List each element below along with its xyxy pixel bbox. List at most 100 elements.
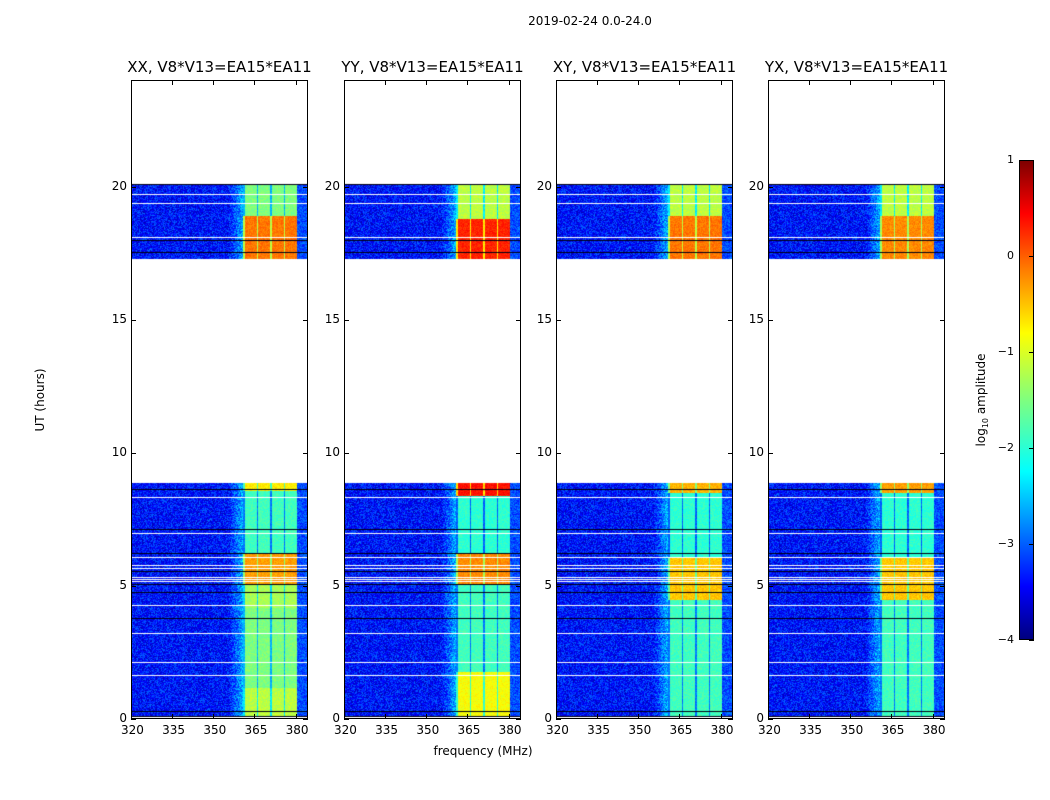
axes-frame [556,80,733,719]
y-tick-mark [768,186,773,188]
spectrogram-heatmap [344,80,521,719]
x-tick-mark [768,714,769,719]
x-tick-mark [385,80,387,85]
colorbar [1019,160,1034,640]
x-tick-label: 350 [628,723,652,737]
x-tick-mark [426,80,428,85]
x-tick-label: 320 [121,723,144,737]
y-tick-label: 10 [111,444,127,459]
y-tick-label: 15 [324,311,340,326]
spectrogram-heatmap [768,80,945,719]
colorbar-tick-label: 0 [1007,249,1014,262]
x-tick-mark [932,80,934,85]
y-tick-mark [940,719,945,720]
x-tick-label: 380 [285,723,309,737]
colorbar-tick-mark [1029,160,1034,161]
y-tick-label: 0 [544,711,552,725]
x-tick-label: 320 [546,723,569,737]
colorbar-tick-mark [1029,448,1034,449]
y-tick-mark [131,452,136,454]
x-tick-label: 350 [416,723,440,737]
x-tick-mark [768,80,769,85]
y-tick-label: 20 [324,178,340,193]
subplot-title: XY, V8*V13=EA15*EA11 [552,58,737,76]
x-tick-mark [597,80,599,85]
y-tick-mark [556,719,561,720]
y-tick-mark [516,452,521,454]
y-tick-mark [728,585,733,587]
y-tick-label: 0 [332,711,340,725]
x-tick-mark [809,80,811,85]
y-tick-label: 15 [748,311,764,326]
figure-title: 2019-02-24 0.0-24.0 [528,14,652,28]
x-tick-mark [556,80,557,85]
y-tick-mark [131,186,136,188]
y-tick-label: 10 [324,444,340,459]
axes-frame [131,80,308,719]
colorbar-tick-mark [1029,352,1034,353]
x-tick-mark [679,80,681,85]
x-tick-label: 365 [457,723,481,737]
y-tick-label: 10 [536,444,552,459]
x-tick-label: 320 [758,723,781,737]
x-tick-mark [597,714,599,719]
y-tick-label: 5 [332,577,340,592]
x-tick-mark [131,714,132,719]
x-tick-mark [508,714,510,719]
x-tick-mark [850,714,852,719]
y-tick-mark [940,319,945,321]
x-tick-label: 380 [922,723,946,737]
x-tick-mark [131,80,132,85]
colorbar-tick-mark [1029,544,1034,545]
y-tick-mark [556,452,561,454]
colorbar-tick-label: −2 [997,441,1014,454]
y-tick-mark [556,585,561,587]
subplot-0: XX, V8*V13=EA15*EA11 320 335 350 365 380 0 5 10 1… [112,58,312,737]
colorbar-tick-label: −1 [997,345,1014,358]
colorbar-label: log10 amplitude [973,353,991,447]
x-tick-mark [295,80,297,85]
x-tick-mark [809,714,811,719]
x-tick-label: 350 [840,723,864,737]
x-tick-label: 380 [498,723,522,737]
x-tick-mark [172,714,174,719]
y-tick-label: 5 [544,577,552,592]
x-tick-mark [638,714,640,719]
x-tick-mark [720,80,722,85]
subplot-3: YX, V8*V13=EA15*EA11 320 335 350 365 380 0 5 10 1… [749,58,948,737]
y-tick-label: 15 [536,311,552,326]
y-tick-label: 5 [119,577,127,592]
x-tick-label: 365 [244,723,268,737]
x-tick-label: 365 [881,723,905,737]
x-tick-mark [720,714,722,719]
y-tick-mark [728,452,733,454]
x-tick-mark [638,80,640,85]
subplot-title: YY, V8*V13=EA15*EA11 [341,58,524,76]
y-tick-mark [768,319,773,321]
x-tick-mark [344,80,345,85]
axes-frame [768,80,945,719]
y-tick-mark [303,452,308,454]
y-tick-mark [768,452,773,454]
y-tick-label: 20 [536,178,552,193]
y-tick-label: 15 [111,311,127,326]
x-tick-mark [213,714,215,719]
y-tick-mark [516,319,521,321]
y-tick-mark [344,319,349,321]
y-tick-mark [516,186,521,188]
x-tick-mark [891,80,893,85]
x-tick-mark [508,80,510,85]
y-tick-mark [940,186,945,188]
spectrogram-heatmap [131,80,308,719]
y-tick-mark [768,719,773,720]
colorbar-tick-label: −4 [997,633,1014,646]
x-tick-mark [556,714,557,719]
y-tick-mark [556,319,561,321]
y-tick-mark [131,319,136,321]
x-tick-label: 350 [203,723,227,737]
y-tick-label: 0 [119,711,127,725]
subplot-title: XX, V8*V13=EA15*EA11 [127,58,312,76]
y-tick-label: 20 [748,178,764,193]
x-tick-mark [254,80,256,85]
